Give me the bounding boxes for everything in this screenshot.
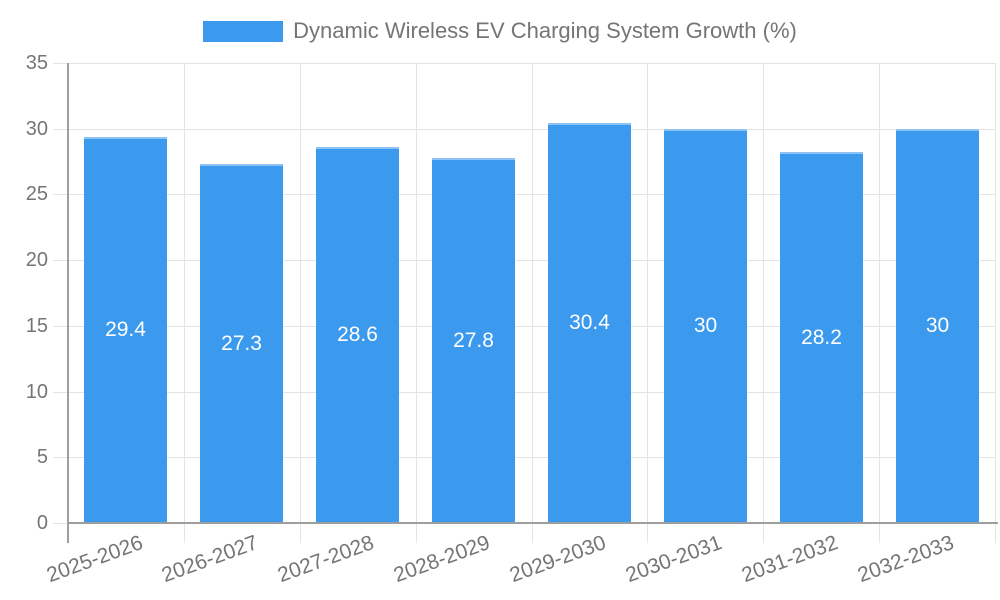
x-tick-mark	[647, 523, 648, 543]
y-tick-mark	[53, 392, 68, 393]
y-axis-tick-label: 5	[36, 446, 48, 468]
y-gridline	[68, 392, 995, 393]
x-axis-tick-label: 2031-2032	[738, 531, 841, 588]
bar[interactable]: 27.8	[432, 158, 515, 523]
x-tick-mark	[184, 523, 185, 543]
x-axis-line	[67, 522, 998, 524]
x-tick-mark	[879, 523, 880, 543]
x-axis-tick-label: 2026-2027	[159, 531, 262, 588]
bar-value-label: 27.3	[221, 332, 262, 355]
y-tick-mark	[53, 63, 68, 64]
bar-value-label: 30	[693, 314, 718, 337]
y-axis-tick-label: 30	[25, 118, 48, 140]
bar-value-label: 27.8	[453, 329, 494, 352]
bar-value-label: 30	[925, 314, 950, 337]
y-gridline	[68, 194, 995, 195]
x-axis-tick-label: 2029-2030	[506, 531, 609, 588]
y-tick-mark	[53, 194, 68, 195]
y-gridline	[68, 260, 995, 261]
bar-value-label: 28.6	[337, 323, 378, 346]
bar[interactable]: 30	[664, 129, 747, 523]
x-axis-tick-label: 2032-2033	[854, 531, 957, 588]
bar-value-label: 29.4	[105, 318, 146, 341]
x-tick-mark	[300, 523, 301, 543]
y-gridline	[68, 129, 995, 130]
legend-swatch	[203, 20, 284, 42]
y-tick-mark	[53, 523, 68, 524]
x-gridline	[416, 63, 417, 523]
x-axis-tick-label: 2028-2029	[390, 531, 494, 588]
y-axis-tick-label: 0	[36, 512, 48, 534]
x-tick-mark	[763, 523, 764, 543]
x-axis-tick-label: 2025-2026	[43, 531, 146, 588]
legend-item[interactable]: Dynamic Wireless EV Charging System Grow…	[0, 19, 1000, 43]
bar[interactable]: 30	[896, 129, 979, 523]
y-tick-mark	[53, 129, 68, 130]
x-gridline	[763, 63, 764, 523]
bar[interactable]: 28.6	[316, 147, 399, 523]
bar[interactable]: 29.4	[84, 137, 167, 523]
bar-value-label: 28.2	[801, 326, 842, 349]
y-tick-mark	[53, 457, 68, 458]
x-gridline	[995, 63, 996, 523]
bar-value-label: 30.4	[569, 311, 610, 334]
x-tick-mark	[532, 523, 533, 543]
x-gridline	[300, 63, 301, 523]
y-gridline	[68, 457, 995, 458]
y-axis-tick-label: 20	[25, 249, 48, 271]
bar[interactable]: 30.4	[548, 123, 631, 523]
y-tick-mark	[53, 260, 68, 261]
x-gridline	[532, 63, 533, 523]
y-tick-mark	[53, 326, 68, 327]
legend-label: Dynamic Wireless EV Charging System Grow…	[293, 18, 797, 43]
y-axis-line	[67, 63, 69, 543]
y-gridline	[68, 63, 995, 64]
bar[interactable]: 28.2	[780, 152, 863, 523]
x-axis-tick-label: 2027-2028	[274, 531, 378, 588]
x-axis-tick-label: 2030-2031	[622, 531, 725, 588]
bar[interactable]: 27.3	[200, 164, 283, 523]
y-axis-tick-label: 25	[25, 183, 48, 205]
y-gridline	[68, 326, 995, 327]
x-tick-mark	[416, 523, 417, 543]
y-axis-tick-label: 15	[25, 315, 48, 337]
y-axis-tick-label: 10	[25, 381, 48, 403]
x-tick-mark	[995, 523, 996, 543]
x-gridline	[879, 63, 880, 523]
x-gridline	[647, 63, 648, 523]
y-axis-tick-label: 35	[25, 52, 48, 74]
x-gridline	[184, 63, 185, 523]
